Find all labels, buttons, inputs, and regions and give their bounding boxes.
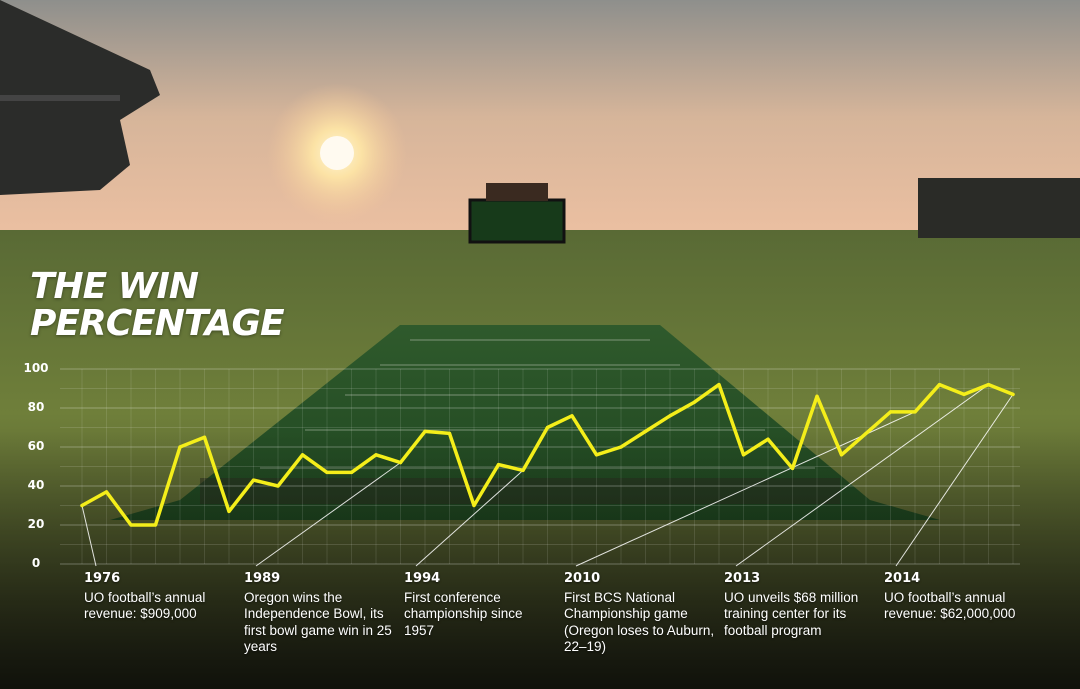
data-point [398, 461, 403, 465]
annotation-leader-line [735, 384, 989, 567]
data-point [766, 437, 770, 441]
y-tick-label: 60 [27, 439, 45, 453]
grid [60, 368, 1020, 565]
annotation-text: Oregon wins the Independence Bowl, its f… [244, 589, 392, 655]
data-point [717, 383, 721, 387]
data-point [80, 503, 84, 508]
annotation-leader-lines [81, 384, 1014, 567]
annotation-leader-line [255, 462, 401, 567]
y-tick-label: 20 [27, 517, 45, 531]
data-point [129, 523, 133, 527]
data-point [325, 470, 329, 474]
annotation-text: First conference championship since 1957 [404, 589, 523, 638]
annotation-2010: 2010 First BCS National Championship gam… [564, 571, 716, 656]
data-point [300, 453, 305, 457]
data-point [153, 523, 158, 527]
data-point [276, 484, 280, 488]
annotation-year: 2010 [564, 571, 601, 586]
data-point [570, 414, 574, 418]
y-tick-label: 100 [23, 361, 49, 375]
data-point [864, 431, 868, 435]
data-point [643, 429, 648, 433]
annotation-text: UO football’s annual revenue: $909,000 [84, 589, 206, 622]
data-point [839, 453, 844, 457]
data-point [545, 425, 550, 430]
data-point [447, 431, 452, 435]
annotation-year: 2014 [884, 571, 921, 586]
title-line-2: PERCENTAGE [30, 303, 285, 344]
data-points [80, 383, 1015, 527]
data-point [692, 400, 697, 404]
y-tick-label: 80 [27, 400, 45, 414]
annotation-2013: 2013 UO unveils $68 million training cen… [724, 571, 876, 639]
annotation-leader-line [895, 394, 1014, 567]
data-point [423, 429, 427, 433]
annotation-2014: 2014 UO football’s annual revenue: $62,0… [884, 571, 1036, 623]
data-point [349, 470, 354, 474]
annotation-year: 1989 [244, 571, 281, 586]
annotation-1976: 1976 UO football’s annual revenue: $909,… [84, 571, 236, 623]
annotation-year: 1976 [84, 571, 121, 586]
annotation-year: 2013 [724, 571, 761, 586]
data-point [962, 392, 966, 396]
data-point [202, 435, 207, 439]
data-point [790, 466, 795, 471]
data-point [521, 468, 525, 472]
annotation-leader-line [81, 505, 97, 567]
data-point [937, 383, 942, 387]
data-point [251, 478, 256, 482]
annotation-1994: 1994 First conference championship since… [404, 571, 556, 639]
data-point [496, 462, 501, 467]
annotation-1989: 1989 Oregon wins the Independence Bowl, … [244, 571, 396, 656]
annotation-leader-line [415, 470, 524, 567]
annotation-year: 1994 [404, 571, 441, 586]
data-point [374, 453, 378, 457]
data-point [913, 410, 917, 414]
title-line-1: THE WIN [30, 266, 199, 307]
chart-title: THE WIN PERCENTAGE [30, 266, 285, 344]
data-point [619, 445, 623, 449]
data-point [227, 509, 231, 513]
y-tick-label: 0 [31, 556, 41, 570]
data-point [815, 394, 819, 398]
annotation-text: First BCS National Championship game (Or… [564, 589, 715, 655]
annotation-leader-line [575, 411, 916, 567]
data-point [472, 503, 476, 508]
data-point [741, 453, 746, 457]
data-point [986, 383, 991, 387]
data-point [178, 445, 182, 449]
annotation-text: UO unveils $68 million training center f… [724, 589, 859, 638]
data-point [888, 410, 893, 414]
annotation-text: UO football’s annual revenue: $62,000,00… [884, 589, 1016, 622]
data-point [104, 490, 109, 494]
data-point [668, 414, 672, 418]
data-point [594, 453, 599, 457]
y-tick-label: 40 [27, 478, 45, 492]
data-point [1011, 392, 1015, 396]
